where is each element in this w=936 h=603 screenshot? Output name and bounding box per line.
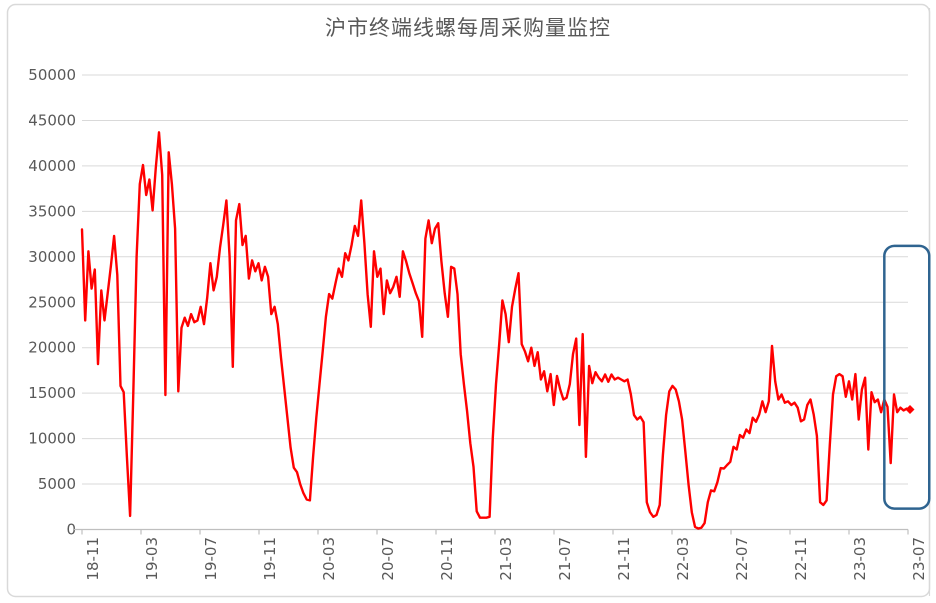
- x-axis-label: 21-03: [497, 537, 515, 581]
- x-axis-label: 22-11: [792, 537, 810, 581]
- y-axis-label: 35000: [28, 202, 76, 220]
- x-axis-label: 22-07: [733, 537, 751, 581]
- y-axis-label: 5000: [38, 475, 76, 493]
- y-axis-label: 30000: [28, 248, 76, 266]
- x-axis-label: 20-03: [320, 537, 338, 581]
- x-axis-label: 19-07: [202, 537, 220, 581]
- y-axis-label: 25000: [28, 293, 76, 311]
- y-axis-label: 45000: [28, 111, 76, 129]
- x-axis-label: 21-11: [615, 537, 633, 581]
- x-axis-label: 23-03: [851, 537, 869, 581]
- x-axis-label: 19-03: [143, 537, 161, 581]
- chart-frame-border: [6, 3, 931, 598]
- x-axis-label: 20-11: [438, 537, 456, 581]
- highlight-box: [883, 244, 931, 510]
- series-line: [80, 131, 912, 530]
- y-axis-label: 15000: [28, 384, 76, 402]
- x-axis-label: 19-11: [261, 537, 279, 581]
- x-axis-label: 18-11: [84, 537, 102, 581]
- x-axis-label: 23-07: [910, 537, 928, 581]
- y-axis-label: 50000: [28, 66, 76, 84]
- y-axis-label: 10000: [28, 430, 76, 448]
- x-axis-label: 22-03: [674, 537, 692, 581]
- x-axis-label: 21-07: [556, 537, 574, 581]
- y-axis-label: 20000: [28, 339, 76, 357]
- y-axis-label: 0: [66, 521, 76, 539]
- y-axis-label: 40000: [28, 157, 76, 175]
- series-end-marker: [905, 405, 915, 415]
- x-axis-label: 20-07: [379, 537, 397, 581]
- chart-title: 沪市终端线螺每周采购量监控: [325, 16, 611, 40]
